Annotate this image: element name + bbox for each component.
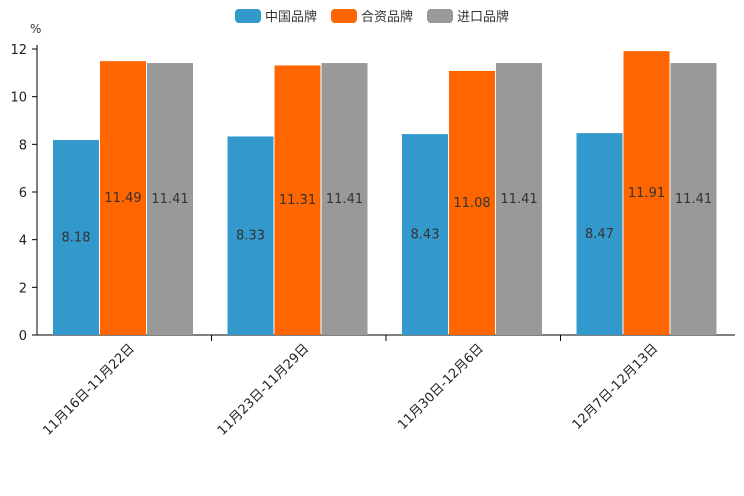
bar bbox=[321, 63, 368, 335]
bar bbox=[670, 63, 717, 335]
bar-value-label: 11.41 bbox=[500, 192, 537, 207]
y-tick-label: 6 bbox=[19, 186, 27, 201]
y-tick-label: 0 bbox=[19, 329, 27, 344]
legend-swatch-jv-brand bbox=[330, 8, 357, 23]
x-tick-label: 12月7日-12月13日 bbox=[570, 341, 662, 433]
y-axis-unit: % bbox=[30, 22, 42, 36]
bar bbox=[623, 51, 670, 336]
x-tick-label: 11月23日-11月29日 bbox=[215, 341, 312, 438]
legend-swatch-china-brand bbox=[234, 8, 261, 23]
x-tick-label: 11月16日-11月22日 bbox=[40, 341, 137, 438]
y-tick-label: 8 bbox=[19, 138, 27, 153]
bar bbox=[147, 63, 193, 335]
legend-item-china-brand[interactable]: 中国品牌 bbox=[234, 6, 317, 25]
legend-swatch-import-brand bbox=[427, 8, 453, 23]
bar-value-label: 8.33 bbox=[236, 229, 265, 244]
bar-value-label: 11.49 bbox=[104, 191, 141, 206]
legend-item-jv-brand[interactable]: 合资品牌 bbox=[330, 6, 413, 25]
bar bbox=[576, 133, 623, 335]
bar bbox=[227, 136, 274, 335]
bar bbox=[449, 70, 495, 335]
bar-value-label: 8.47 bbox=[585, 227, 614, 242]
y-tick-label: 2 bbox=[19, 281, 27, 296]
y-tick-label: 12 bbox=[10, 43, 27, 58]
legend-label-import-brand: 进口品牌 bbox=[457, 10, 510, 25]
bar bbox=[274, 65, 321, 335]
bar bbox=[100, 61, 146, 335]
bar bbox=[53, 140, 99, 335]
x-tick-label: 11月30日-12月6日 bbox=[395, 341, 487, 433]
legend-label-china-brand: 中国品牌 bbox=[264, 10, 317, 25]
legend-item-import-brand[interactable]: 进口品牌 bbox=[427, 6, 509, 25]
bar-value-label: 8.43 bbox=[411, 228, 440, 243]
y-tick-label: 10 bbox=[10, 91, 27, 106]
legend-label-jv-brand: 合资品牌 bbox=[360, 10, 413, 25]
bar-value-label: 11.91 bbox=[628, 186, 665, 201]
y-tick-label: 4 bbox=[19, 234, 27, 249]
bar-value-label: 11.31 bbox=[279, 193, 316, 208]
bar-value-label: 11.41 bbox=[675, 192, 712, 207]
bar-value-label: 11.41 bbox=[326, 192, 363, 207]
bar-value-label: 11.08 bbox=[453, 196, 490, 211]
bar-value-label: 8.18 bbox=[62, 231, 91, 246]
bar-value-label: 11.41 bbox=[151, 192, 188, 207]
bar bbox=[402, 134, 448, 335]
bar bbox=[496, 63, 542, 335]
legend: 中国品牌 合资品牌 进口品牌 bbox=[0, 6, 744, 25]
